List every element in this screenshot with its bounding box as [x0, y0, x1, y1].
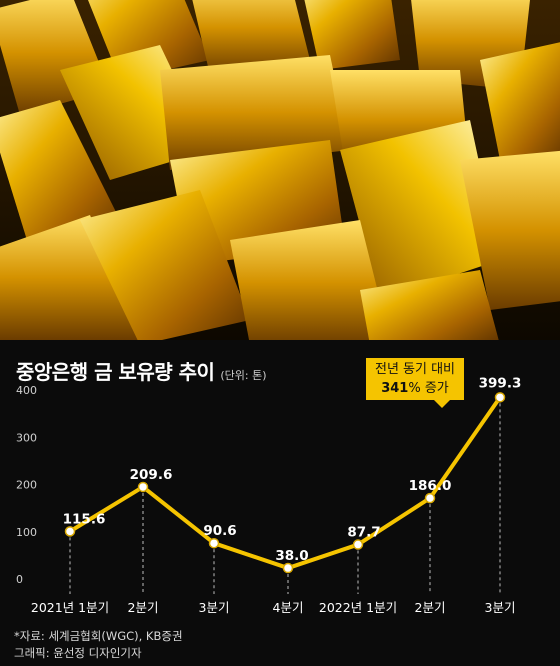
- value-label-6: 186.0: [409, 478, 452, 494]
- value-label-7: 399.3: [479, 375, 522, 391]
- annotation-bold: 341: [381, 381, 409, 396]
- gold-bars-photo: [0, 0, 560, 340]
- data-point-4: [282, 562, 294, 574]
- chart-title: 중앙은행 금 보유량 추이: [16, 360, 215, 384]
- x-tick-label-6: 2분기: [415, 600, 446, 615]
- gold-bars: [0, 0, 560, 340]
- value-label-3: 90.6: [203, 523, 236, 539]
- annotation-rest: % 증가: [408, 381, 449, 396]
- data-point-5: [352, 539, 364, 550]
- chart-unit: (단위: 톤): [220, 369, 267, 382]
- source-line: *자료: 세계금협회(WGC), KB증권: [14, 629, 183, 643]
- y-tick-label-100: 100: [16, 526, 37, 539]
- x-tick-label-3: 3분기: [199, 600, 230, 615]
- data-point-6: [424, 492, 436, 504]
- data-point-1: [64, 526, 76, 537]
- data-point-3: [208, 537, 220, 549]
- source-notes: *자료: 세계금협회(WGC), KB증권 그래픽: 윤선정 디자인기자: [14, 628, 183, 662]
- chart-title-row: 중앙은행 금 보유량 추이 (단위: 톤): [16, 356, 267, 385]
- x-tick-label-2: 2분기: [128, 600, 159, 615]
- annotation-line2: 341% 증가: [366, 379, 464, 398]
- chart-panel: [0, 340, 560, 666]
- line-chart: 0 100 200 300 400 115.6 209.6 90.6 38.0 87.7 186.…: [16, 375, 522, 615]
- y-tick-label-400: 400: [16, 384, 37, 397]
- value-label-4: 38.0: [275, 548, 308, 564]
- y-tick-label-200: 200: [16, 479, 37, 492]
- annotation-line1: 전년 동기 대비: [374, 362, 456, 377]
- value-label-2: 209.6: [130, 467, 173, 483]
- x-tick-label-4: 4분기: [273, 600, 304, 615]
- value-label-5: 87.7: [347, 525, 380, 541]
- y-tick-label-0: 0: [16, 573, 23, 586]
- y-tick-label-300: 300: [16, 431, 37, 444]
- data-point-7: [494, 392, 506, 403]
- data-point-2: [137, 481, 149, 493]
- x-tick-label-7: 3분기: [485, 600, 516, 615]
- x-tick-label-5: 2022년 1분기: [319, 600, 397, 615]
- x-tick-label-1: 2021년 1분기: [31, 600, 109, 615]
- credit-line: 그래픽: 윤선정 디자인기자: [14, 646, 142, 660]
- annotation-callout: 전년 동기 대비 341% 증가: [366, 358, 464, 408]
- value-label-1: 115.6: [63, 511, 106, 527]
